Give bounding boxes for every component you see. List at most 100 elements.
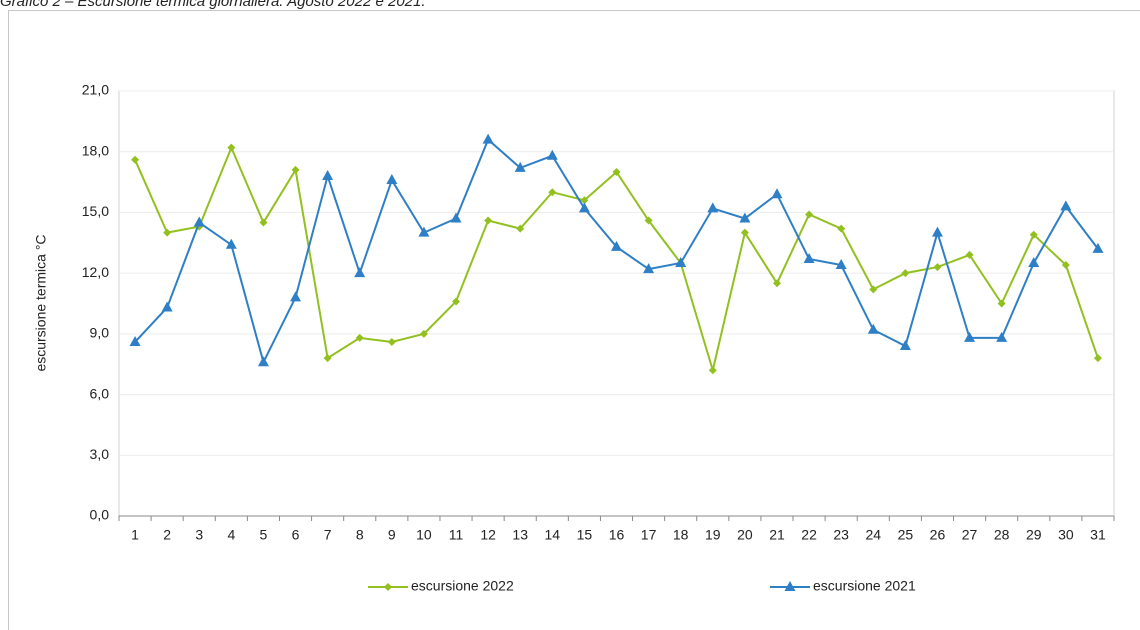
marker-diamond bbox=[355, 333, 364, 342]
marker-triangle bbox=[418, 226, 430, 237]
marker-diamond bbox=[163, 228, 172, 237]
x-tick-label: 26 bbox=[930, 527, 946, 543]
marker-triangle bbox=[354, 267, 366, 278]
x-tick-label: 3 bbox=[195, 527, 203, 543]
marker-diamond bbox=[1061, 261, 1070, 270]
marker-diamond bbox=[805, 210, 814, 219]
x-tick-label: 22 bbox=[801, 527, 817, 543]
marker-diamond bbox=[965, 250, 974, 259]
marker-triangle bbox=[290, 291, 302, 302]
marker-diamond bbox=[484, 216, 493, 225]
marker-diamond bbox=[419, 329, 428, 338]
marker-triangle bbox=[964, 331, 976, 342]
x-tick-label: 20 bbox=[737, 527, 753, 543]
legend-label: escursione 2022 bbox=[411, 578, 514, 594]
x-tick-label: 29 bbox=[1026, 527, 1042, 543]
marker-diamond bbox=[580, 196, 589, 205]
marker-triangle bbox=[867, 323, 879, 334]
y-tick-label: 21,0 bbox=[82, 82, 109, 98]
x-tick-label: 12 bbox=[480, 527, 496, 543]
marker-diamond bbox=[323, 354, 332, 363]
marker-diamond bbox=[1093, 354, 1102, 363]
x-tick-label: 27 bbox=[962, 527, 978, 543]
marker-diamond bbox=[837, 224, 846, 233]
x-tick-label: 14 bbox=[545, 527, 561, 543]
x-tick-label: 25 bbox=[898, 527, 914, 543]
x-tick-label: 19 bbox=[705, 527, 721, 543]
marker-triangle bbox=[129, 335, 141, 346]
marker-triangle bbox=[675, 257, 687, 268]
y-tick-label: 0,0 bbox=[90, 507, 110, 523]
marker-diamond bbox=[772, 279, 781, 288]
marker-triangle bbox=[514, 161, 526, 172]
x-tick-label: 16 bbox=[609, 527, 625, 543]
marker-triangle bbox=[771, 188, 783, 199]
marker-triangle bbox=[161, 301, 173, 312]
x-tick-label: 9 bbox=[388, 527, 396, 543]
marker-triangle bbox=[322, 170, 334, 180]
marker-diamond bbox=[259, 218, 268, 227]
marker-triangle bbox=[1092, 242, 1104, 253]
marker-triangle bbox=[899, 340, 911, 350]
marker-triangle bbox=[546, 149, 558, 160]
marker-triangle bbox=[1060, 200, 1072, 211]
marker-diamond bbox=[740, 228, 749, 237]
marker-triangle bbox=[386, 174, 398, 185]
marker-diamond bbox=[612, 167, 621, 176]
marker-triangle bbox=[996, 331, 1008, 342]
marker-triangle bbox=[578, 202, 590, 213]
marker-triangle bbox=[611, 240, 622, 251]
marker-triangle bbox=[931, 226, 943, 237]
marker-triangle bbox=[450, 212, 462, 223]
marker-diamond bbox=[997, 299, 1006, 308]
marker-triangle bbox=[739, 212, 751, 223]
marker-triangle bbox=[835, 259, 847, 270]
y-tick-label: 6,0 bbox=[90, 385, 110, 401]
marker-triangle bbox=[225, 238, 237, 249]
marker-diamond bbox=[291, 165, 300, 174]
x-tick-label: 15 bbox=[577, 527, 593, 543]
marker-diamond bbox=[644, 216, 653, 225]
x-tick-label: 31 bbox=[1090, 527, 1106, 543]
x-tick-label: 5 bbox=[260, 527, 268, 543]
y-tick-label: 9,0 bbox=[90, 325, 110, 341]
marker-triangle bbox=[803, 252, 815, 263]
x-tick-label: 21 bbox=[769, 527, 785, 543]
marker-triangle bbox=[643, 263, 655, 274]
x-tick-label: 11 bbox=[449, 527, 464, 543]
chart-frame bbox=[8, 10, 1140, 630]
marker-triangle bbox=[784, 581, 796, 591]
x-tick-label: 24 bbox=[865, 527, 881, 543]
marker-diamond bbox=[1029, 230, 1038, 239]
y-tick-label: 3,0 bbox=[90, 446, 110, 462]
y-tick-label: 18,0 bbox=[82, 142, 109, 158]
x-tick-label: 7 bbox=[324, 527, 332, 543]
x-tick-label: 23 bbox=[833, 527, 849, 543]
chart-title: Grafico 2 – Escursione termica giornalie… bbox=[0, 0, 426, 10]
legend-label: escursione 2021 bbox=[813, 578, 916, 594]
x-tick-label: 17 bbox=[641, 527, 657, 543]
x-tick-label: 2 bbox=[163, 527, 171, 543]
marker-diamond bbox=[227, 143, 236, 152]
y-tick-label: 15,0 bbox=[82, 203, 109, 219]
marker-diamond bbox=[131, 155, 140, 164]
x-tick-label: 18 bbox=[673, 527, 689, 543]
x-tick-label: 13 bbox=[512, 527, 528, 543]
marker-triangle bbox=[1028, 257, 1040, 268]
marker-triangle bbox=[482, 133, 494, 144]
marker-diamond bbox=[516, 224, 525, 233]
marker-diamond bbox=[901, 269, 910, 278]
x-tick-label: 4 bbox=[227, 527, 235, 543]
y-tick-label: 12,0 bbox=[82, 264, 109, 280]
marker-diamond bbox=[384, 583, 392, 591]
marker-triangle bbox=[257, 356, 269, 367]
marker-diamond bbox=[452, 297, 461, 306]
marker-triangle bbox=[193, 216, 205, 227]
x-tick-label: 10 bbox=[416, 527, 432, 543]
marker-triangle bbox=[707, 202, 719, 213]
x-tick-label: 30 bbox=[1058, 527, 1074, 543]
y-axis-label: escursione termica °C bbox=[33, 234, 49, 371]
x-tick-label: 1 bbox=[131, 527, 139, 543]
marker-diamond bbox=[933, 263, 942, 272]
